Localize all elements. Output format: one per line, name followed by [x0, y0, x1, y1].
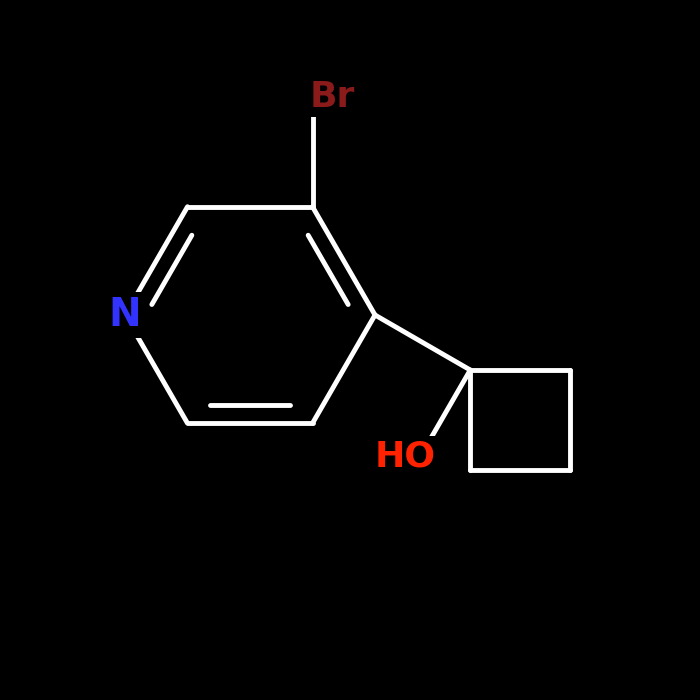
Text: Br: Br: [310, 80, 355, 113]
Text: N: N: [108, 296, 141, 334]
Text: HO: HO: [374, 440, 436, 474]
